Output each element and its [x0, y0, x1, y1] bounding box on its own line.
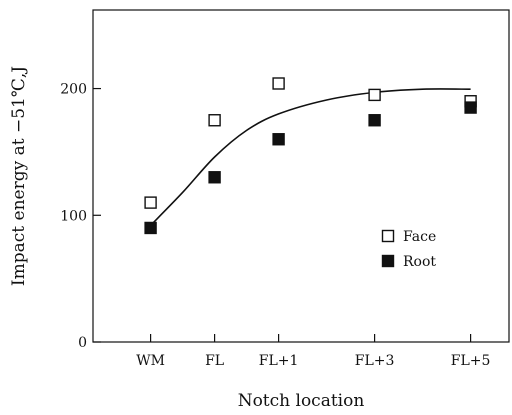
- root-point: [272, 133, 285, 146]
- data-points: [144, 77, 477, 235]
- legend-marker: [381, 254, 395, 268]
- face-point: [208, 114, 221, 127]
- x-tick-label: FL+5: [451, 353, 491, 369]
- y-tick-label: 0: [78, 335, 87, 351]
- face-point: [368, 88, 381, 102]
- y-tick-label: 100: [60, 208, 87, 224]
- legend-label: Face: [403, 229, 436, 245]
- x-tick-label: FL: [205, 353, 224, 369]
- legend-marker: [381, 229, 395, 243]
- root-point: [208, 171, 221, 184]
- legend: Face Root: [381, 229, 436, 270]
- x-axis-ticks: WM FL FL+1 FL+3 FL+5: [136, 334, 490, 369]
- y-tick-label: 200: [60, 82, 87, 98]
- x-tick-label: WM: [136, 353, 165, 369]
- x-axis-title: Notch location: [238, 391, 365, 411]
- plot-frame: [92, 9, 510, 343]
- trend-line: [150, 88, 471, 226]
- legend-label: Root: [403, 254, 436, 270]
- root-point: [464, 101, 477, 114]
- root-point: [368, 114, 381, 127]
- y-axis-ticks: 0 100 200: [60, 82, 101, 351]
- x-tick-label: FL+1: [259, 353, 299, 369]
- root-point: [144, 221, 157, 235]
- face-point: [272, 77, 285, 90]
- y-axis-title: Impact energy at −51℃,J: [9, 66, 29, 286]
- x-tick-label: FL+3: [355, 353, 395, 369]
- face-point: [144, 196, 157, 209]
